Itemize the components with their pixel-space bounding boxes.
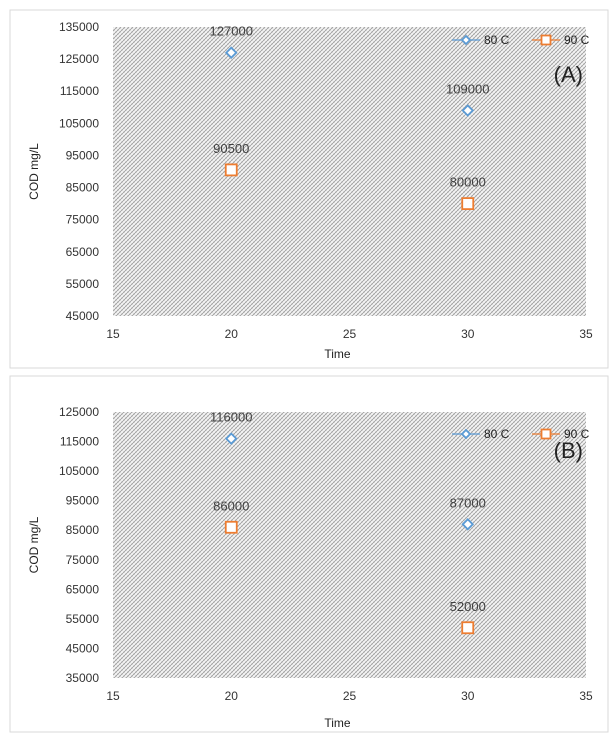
legend-marker (540, 34, 552, 46)
y-tick-label: 105000 (59, 116, 99, 130)
plot-area (113, 27, 586, 316)
data-point (224, 520, 238, 534)
series-80c: 116000 87000 (210, 410, 486, 531)
data-label: 90500 (213, 141, 249, 156)
y-tick-label: 105000 (59, 464, 99, 478)
x-tick-label: 20 (225, 327, 239, 341)
data-label: 116000 (210, 410, 252, 425)
data-label: 52000 (450, 599, 486, 614)
x-tick-label: 15 (106, 327, 120, 341)
data-point (461, 104, 475, 117)
y-tick-label: 45000 (66, 309, 100, 323)
panel-label: (B) (554, 438, 583, 463)
data-point (461, 621, 475, 635)
data-label: 80000 (450, 175, 486, 190)
y-tick-label: 125000 (59, 52, 99, 66)
chart-panel-b: 35000 45000 55000 65000 75000 85000 95000 10500… (9, 375, 609, 733)
series-80c: 127000 109000 (210, 24, 489, 117)
y-tick-label: 55000 (66, 277, 100, 291)
chart-panel-a: 45000 55000 65000 75000 85000 95000 105000 1150… (9, 9, 609, 369)
x-tick-label: 25 (343, 327, 357, 341)
y-tick-label: 95000 (66, 148, 100, 162)
legend-item: 80 C (452, 33, 510, 47)
x-axis-label: Time (324, 347, 351, 361)
legend-item: 90 C (532, 33, 590, 47)
plot-area (113, 412, 586, 678)
y-tick-label: 135000 (59, 20, 99, 34)
y-tick-label: 95000 (66, 494, 100, 508)
panel-label: (A) (554, 62, 583, 87)
legend-marker (460, 34, 472, 46)
legend-marker (540, 428, 552, 440)
data-label: 86000 (213, 498, 249, 513)
x-tick-label: 20 (225, 689, 239, 703)
x-tick-label: 30 (461, 689, 475, 703)
y-tick-label: 55000 (66, 612, 100, 626)
x-tick-label: 15 (106, 689, 120, 703)
y-tick-label: 125000 (59, 405, 99, 419)
y-tick-label: 85000 (66, 523, 100, 537)
x-tick-label: 30 (461, 327, 475, 341)
data-point (461, 518, 475, 531)
y-axis-label: COD mg/L (27, 143, 41, 200)
x-tick-label: 35 (579, 689, 593, 703)
legend-label: 90 C (564, 427, 590, 441)
y-tick-label: 75000 (66, 553, 100, 567)
y-tick-label: 65000 (66, 245, 100, 259)
data-point (224, 163, 238, 177)
legend-item: 90 C (532, 427, 590, 441)
x-axis-label: Time (324, 716, 351, 730)
y-tick-label: 65000 (66, 582, 100, 596)
y-tick-label: 35000 (66, 671, 100, 685)
y-axis-label: COD mg/L (27, 516, 41, 573)
legend-item: 80 C (452, 427, 510, 441)
y-tick-label: 85000 (66, 181, 100, 195)
y-tick-label: 75000 (66, 213, 100, 227)
data-label: 127000 (210, 24, 253, 39)
data-point (224, 46, 238, 59)
x-tick-label: 35 (579, 327, 593, 341)
series-90c: 90500 80000 (213, 141, 486, 211)
data-point (224, 432, 238, 445)
series-90c: 86000 52000 (213, 498, 486, 635)
legend-label: 80 C (484, 427, 510, 441)
x-tick-label: 25 (343, 689, 357, 703)
legend-marker (460, 428, 472, 440)
y-tick-label: 45000 (66, 641, 100, 655)
legend: 80 C 90 C (452, 33, 590, 47)
data-point (461, 197, 475, 211)
data-label: 87000 (450, 495, 486, 510)
data-label: 109000 (446, 81, 489, 96)
legend: 80 C 90 C (452, 427, 590, 441)
y-tick-label: 115000 (60, 435, 99, 449)
y-tick-label: 115000 (60, 84, 99, 98)
legend-label: 90 C (564, 33, 590, 47)
legend-label: 80 C (484, 33, 510, 47)
